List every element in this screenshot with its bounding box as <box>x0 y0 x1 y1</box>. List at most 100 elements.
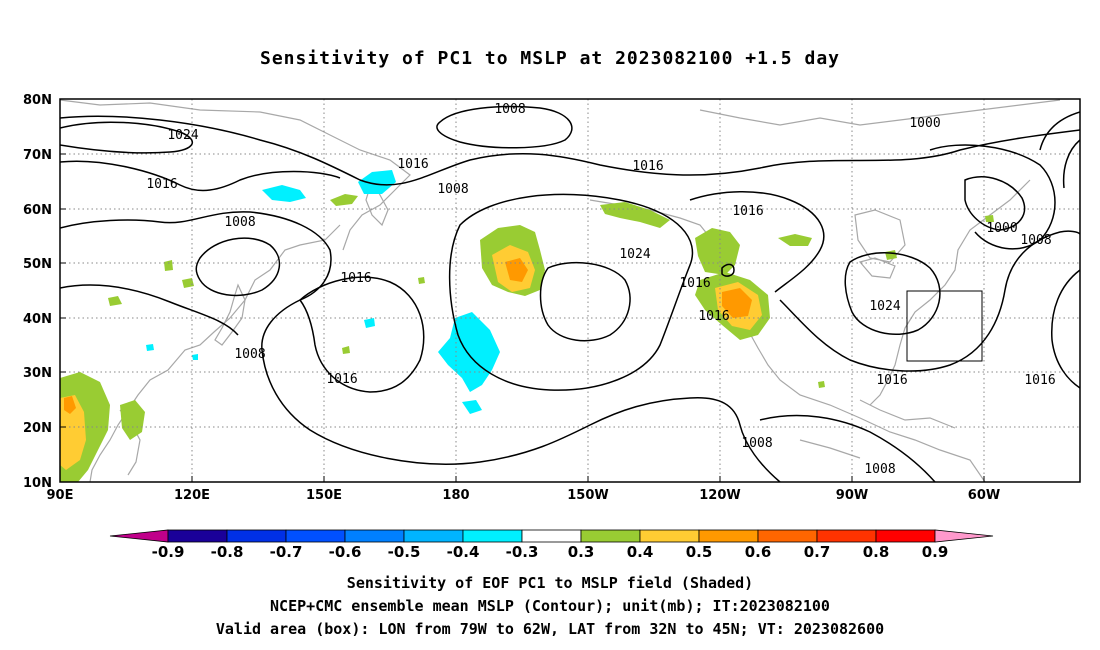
colorbar-box <box>521 529 582 543</box>
contour-label: 1016 <box>876 373 907 388</box>
contour-label: 1024 <box>869 299 900 314</box>
lat-label: 70N <box>23 148 52 163</box>
contour-1016-north-america <box>689 191 825 293</box>
north-america-west-coastline <box>589 199 986 482</box>
green-region-bay-of-bengal <box>120 400 145 440</box>
lat-label: 60N <box>23 203 52 218</box>
colorbar-low-extension <box>109 529 169 543</box>
green-dot-pacific <box>342 346 350 354</box>
colorbar-box <box>875 529 936 543</box>
colorbar-label: -0.8 <box>211 543 244 561</box>
contour-label: 1016 <box>340 271 371 286</box>
colorbar-label: -0.5 <box>388 543 421 561</box>
green-dot-gulf <box>818 381 825 388</box>
contour-1016-atlantic-east <box>1051 269 1080 389</box>
lon-label: 90W <box>836 488 868 503</box>
contour-label: 1016 <box>397 157 428 172</box>
axis-ticks <box>60 98 985 482</box>
colorbar-box <box>757 529 818 543</box>
contour-1008-gulf <box>759 414 936 482</box>
orange-core-south-asia <box>64 396 76 414</box>
cyan-dot-japan <box>192 354 198 360</box>
colorbar-box <box>285 529 346 543</box>
contour-label: 1008 <box>234 347 265 362</box>
colorbar <box>109 529 994 543</box>
colorbar-label: -0.3 <box>506 543 539 561</box>
japan-coastline <box>214 283 246 346</box>
colorbar-label: 0.3 <box>568 543 595 561</box>
contour-label: 1000 <box>986 221 1017 236</box>
colorbar-label: 0.4 <box>627 543 654 561</box>
green-region-bering <box>330 194 358 206</box>
contour-1032-pacific-high <box>539 261 631 342</box>
contour-label: 1008 <box>494 102 525 117</box>
green-dot-asia-1 <box>108 296 122 306</box>
caption-line-2: NCEP+CMC ensemble mean MSLP (Contour); u… <box>270 597 830 615</box>
contour-label: 1024 <box>167 128 198 143</box>
colorbar-label: 0.7 <box>804 543 831 561</box>
kamchatka-coastline <box>365 178 389 227</box>
contour-label: 1016 <box>679 276 710 291</box>
contour-1016-east-atlantic <box>1039 111 1080 189</box>
cyan-dot-pacific <box>364 318 375 328</box>
lon-label: 150W <box>567 488 608 503</box>
north-america-east-coastline <box>869 179 1031 406</box>
mslp-contours <box>60 105 1080 482</box>
green-dot-dateline <box>418 277 425 284</box>
lat-label: 50N <box>23 257 52 272</box>
lon-label: 120E <box>174 488 210 503</box>
caption-line-3: Valid area (box): LON from 79W to 62W, L… <box>215 620 885 638</box>
contour-extra-california <box>721 263 735 277</box>
contour-label: 1000 <box>909 116 940 131</box>
colorbar-box <box>403 529 464 543</box>
map-frame <box>59 98 1081 483</box>
contour-1008-canada <box>929 144 1056 250</box>
contour-label: 1008 <box>1020 233 1051 248</box>
green-dot-labrador <box>985 215 994 222</box>
colorbar-label: -0.6 <box>329 543 362 561</box>
contour-1016-west-pacific <box>60 276 425 393</box>
lon-label: 90E <box>47 488 74 503</box>
latitude-labels: 80N 70N 60N 50N 40N 30N 20N 10N <box>23 93 52 491</box>
colorbar-box <box>698 529 759 543</box>
lat-label: 40N <box>23 312 52 327</box>
great-lakes-coastline <box>858 257 896 279</box>
colorbar-label: 0.8 <box>863 543 890 561</box>
contour-label: 1016 <box>632 159 663 174</box>
colorbar-label: -0.9 <box>152 543 185 561</box>
longitude-labels: 90E 120E 150E 180 150W 120W 90W 60W <box>47 488 1001 503</box>
contour-label: 1008 <box>437 182 468 197</box>
green-dot-asia-2 <box>164 260 173 271</box>
cyan-region-siberia <box>262 185 306 202</box>
contour-label: 1024 <box>619 247 650 262</box>
lon-label: 150E <box>306 488 342 503</box>
contour-1016-north <box>60 115 1080 186</box>
contour-label: 1016 <box>326 372 357 387</box>
orange-core-west-us <box>722 288 752 318</box>
lon-label: 60W <box>968 488 1000 503</box>
contour-1024-atlantic <box>844 252 941 336</box>
contour-label: 1008 <box>741 436 772 451</box>
colorbar-box <box>226 529 287 543</box>
arctic-coastline <box>699 99 1061 126</box>
green-region-alaska <box>600 202 670 228</box>
colorbar-high-extension <box>934 529 994 543</box>
contour-1000-canada <box>964 176 1026 231</box>
green-region-pacific-northwest <box>695 228 740 275</box>
colorbar-box <box>580 529 641 543</box>
map-title: Sensitivity of PC1 to MSLP at 2023082100… <box>259 48 840 69</box>
orange-core-gulf-of-alaska <box>505 258 528 282</box>
colorbar-box <box>344 529 405 543</box>
colorbar-labels: -0.9 -0.8 -0.7 -0.6 -0.5 -0.4 -0.3 0.3 0… <box>152 543 949 561</box>
contour-label: 1016 <box>732 204 763 219</box>
colorbar-box <box>639 529 700 543</box>
colorbar-label: 0.6 <box>745 543 772 561</box>
colorbar-box <box>462 529 523 543</box>
caption-line-1: Sensitivity of EOF PC1 to MSLP field (Sh… <box>346 574 754 592</box>
valid-area-box <box>906 290 983 362</box>
contour-label: 1008 <box>864 462 895 477</box>
cyan-region-small-pacific <box>462 400 482 414</box>
contour-1016-asia-inner <box>195 237 281 297</box>
colorbar-box <box>167 529 228 543</box>
